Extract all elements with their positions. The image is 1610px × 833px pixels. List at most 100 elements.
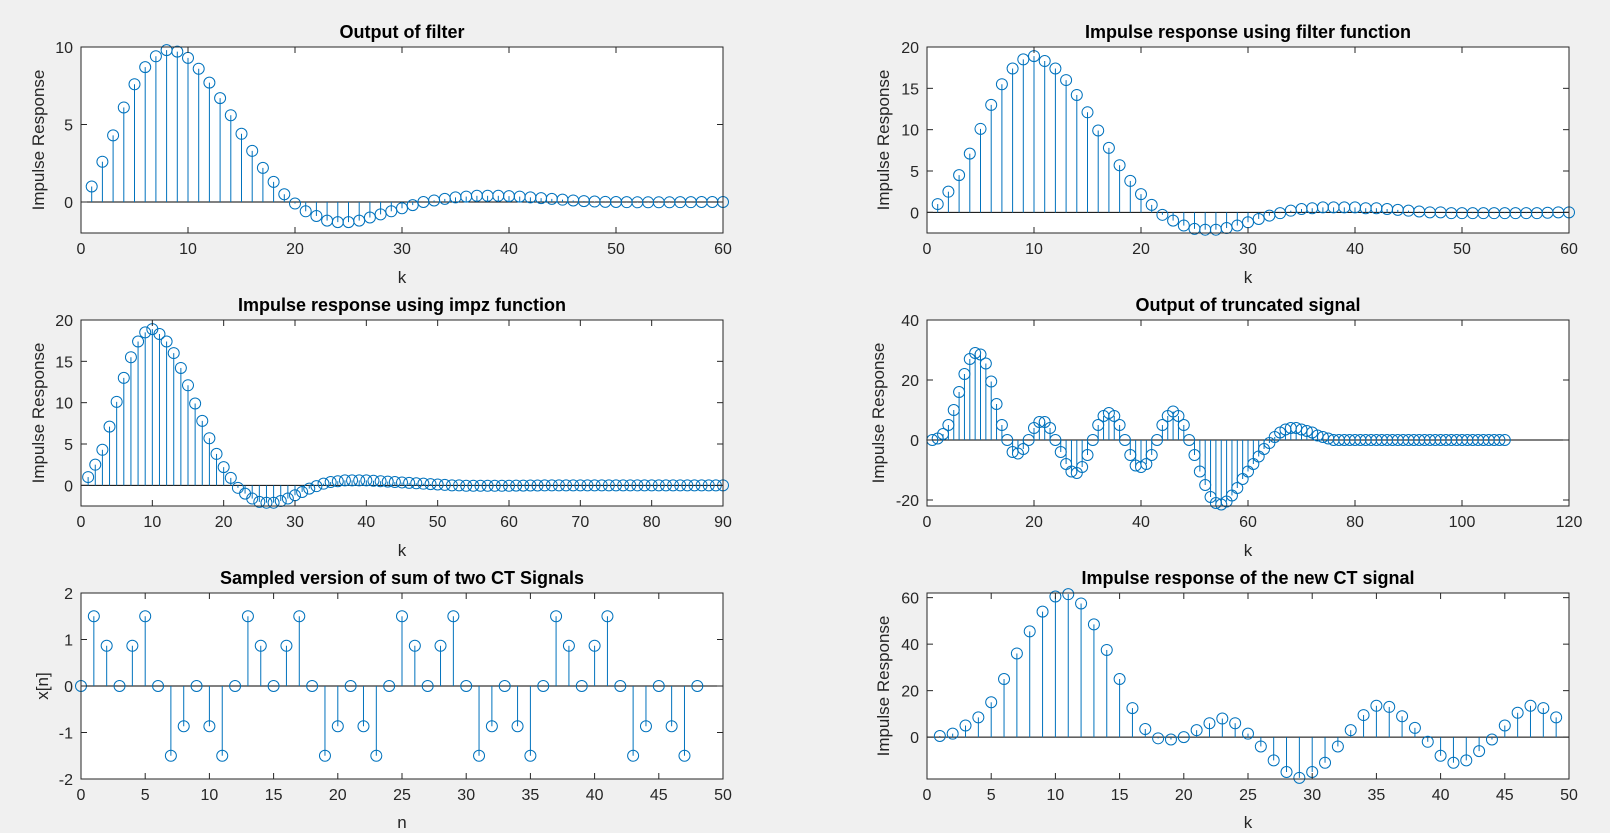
stem-point [485, 686, 498, 733]
stem-point [946, 727, 959, 740]
stem-point [1036, 605, 1049, 738]
stem-point [1252, 212, 1265, 225]
stem-point [1293, 737, 1306, 784]
stem-marker [103, 420, 116, 433]
stem-marker [1177, 731, 1190, 744]
stem-point [192, 62, 205, 202]
x-tick-label: 80 [643, 514, 661, 531]
stem-marker [524, 749, 537, 762]
stem-point [396, 202, 408, 215]
stem-point [374, 202, 387, 221]
stem-marker [1447, 756, 1460, 769]
x-tick-label: 20 [1132, 241, 1150, 258]
x-tick-label: 20 [1025, 514, 1043, 531]
stem-point [1331, 737, 1344, 753]
stem-marker [979, 357, 992, 370]
stem-marker [1010, 647, 1023, 660]
stem-marker [177, 720, 190, 733]
stem-point [695, 479, 708, 492]
stem-point [1075, 597, 1088, 738]
axes-frame [926, 592, 1570, 780]
stem-point [1060, 74, 1073, 213]
plot-title: Impulse response of the new CT signal [1081, 568, 1414, 588]
stem-point [214, 92, 227, 202]
stem-marker [691, 680, 704, 692]
stem-marker [1062, 588, 1075, 601]
stem-marker [485, 720, 498, 733]
stem-marker [254, 639, 267, 652]
stem-marker [1152, 732, 1165, 745]
x-tick-label: 0 [923, 241, 932, 258]
stem-point [974, 348, 987, 440]
stem-point [445, 479, 458, 492]
stem-marker [385, 205, 398, 218]
stem-point [381, 475, 394, 488]
stem-marker [1164, 733, 1177, 746]
stem-point [267, 680, 280, 692]
stem-point [388, 476, 401, 489]
x-tick-label: 50 [1453, 241, 1471, 258]
stem-point [267, 485, 280, 509]
axes[interactable]: 0 10 20 30 40 50 60 70 80 90 0 5 10 15 20 [55, 313, 732, 531]
stem-point [1229, 717, 1242, 738]
stem-point [1010, 647, 1023, 738]
stem-point [511, 686, 524, 733]
stem-marker [537, 680, 550, 692]
axes[interactable]: 0 10 20 30 40 50 60 0 5 10 15 20 [901, 40, 1578, 258]
stem-point [241, 610, 254, 686]
x-tick-label: 20 [286, 241, 304, 258]
stem-point [367, 474, 380, 487]
stem-point [171, 45, 184, 202]
axes-frame [80, 46, 724, 234]
stem-point [189, 397, 202, 486]
stem-marker [588, 639, 601, 652]
stem-marker [460, 680, 473, 692]
stem-marker [431, 478, 444, 491]
axes[interactable]: 0 5 10 15 20 25 30 35 40 45 50 0 20 40 60 [901, 588, 1578, 804]
plot-title: Output of filter [340, 22, 465, 42]
stem-marker [85, 180, 98, 193]
stem-point [374, 475, 387, 488]
y-tick-label: 20 [901, 40, 919, 57]
stem-point [588, 639, 601, 686]
stem-marker [488, 479, 501, 492]
stem-point [1216, 712, 1229, 738]
stem-marker [995, 78, 1008, 91]
x-tick-label: 25 [1239, 787, 1257, 804]
stem-point [674, 479, 687, 492]
stem-point [659, 479, 672, 492]
stem-marker [588, 479, 601, 492]
stem-marker [1290, 422, 1303, 434]
stem-point [203, 686, 216, 733]
axes[interactable]: 0 10 20 30 40 50 60 0 5 10 [55, 40, 732, 258]
stem-marker [659, 479, 672, 492]
plot-title: Output of truncated signal [1136, 295, 1361, 315]
stem-marker [1044, 422, 1057, 434]
stem-point [96, 443, 109, 486]
stem-marker [1473, 745, 1486, 758]
stem-point [1126, 702, 1139, 738]
stem-marker [231, 481, 244, 494]
x-tick-label: 35 [1368, 787, 1386, 804]
stem-marker [1135, 188, 1147, 201]
stem-marker [1370, 699, 1383, 712]
stem-point [624, 479, 637, 492]
axes[interactable]: 0 5 10 15 20 25 30 35 40 45 50 -2 -1 0 1 2 [59, 586, 732, 804]
stem-point [128, 78, 141, 202]
stem-point [1164, 733, 1177, 746]
x-tick-label: 40 [1346, 241, 1364, 258]
stem-marker [1331, 740, 1344, 753]
stem-marker [363, 211, 376, 224]
x-tick-label: 20 [215, 514, 233, 531]
stem-point [1485, 733, 1498, 746]
stem-marker [1113, 159, 1126, 172]
x-tick-label: 30 [393, 241, 411, 258]
stem-marker [132, 335, 145, 348]
y-tick-label: -20 [896, 493, 919, 510]
stem-point [299, 202, 312, 218]
stem-marker [260, 496, 273, 509]
stem-point [985, 98, 998, 213]
x-tick-label: 50 [607, 241, 625, 258]
stem-point [153, 328, 166, 486]
